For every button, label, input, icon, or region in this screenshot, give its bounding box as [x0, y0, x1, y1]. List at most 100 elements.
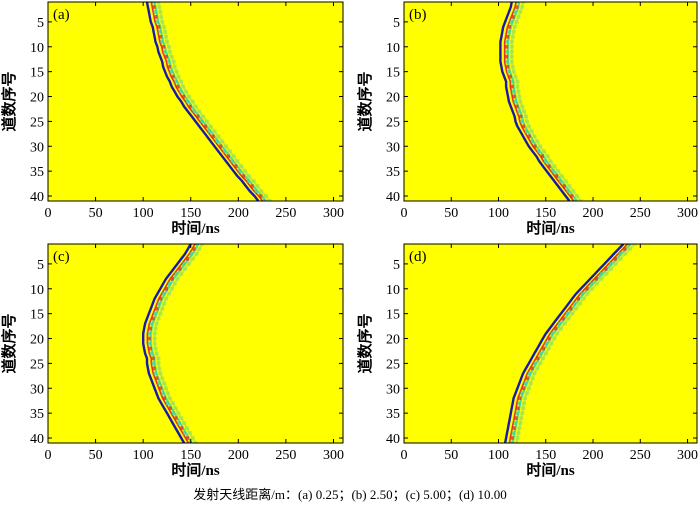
trace-sample — [151, 361, 155, 366]
x-tick-label: 100 — [488, 206, 509, 221]
trace-sample — [516, 2, 520, 4]
y-tick-label: 5 — [393, 258, 400, 273]
y-tick-label: 20 — [30, 91, 44, 106]
trace-sample — [559, 179, 562, 183]
trace-sample — [164, 296, 169, 301]
trace-sample — [182, 421, 187, 425]
trace-sample — [156, 2, 161, 4]
plot-frame — [47, 1, 344, 202]
trace-sample — [158, 30, 162, 34]
panel-c: 0 50 100 150 200 250 300 5 10 15 20 25 30 35 40 时间/ns 道数… — [0, 243, 344, 479]
trace-sample — [259, 194, 263, 198]
y-tick-label: 40 — [386, 432, 400, 447]
trace-sample — [547, 336, 551, 341]
trace-sample — [628, 244, 631, 246]
trace-sample — [205, 119, 209, 124]
x-tick-label: 100 — [133, 448, 154, 463]
trace-sample — [171, 411, 175, 415]
trace-sample — [162, 381, 167, 386]
trace-sample — [227, 149, 232, 153]
trace-sample — [613, 257, 617, 261]
trace-sample — [151, 316, 155, 321]
trace-sample — [524, 381, 527, 386]
trace-sample — [186, 436, 189, 440]
trace-sample — [577, 296, 580, 301]
trace-sample — [160, 40, 164, 44]
trace-sample — [246, 179, 250, 183]
trace-sample — [599, 272, 603, 276]
trace-sample — [165, 287, 168, 291]
trace-sample — [609, 267, 614, 271]
trace-sample — [172, 64, 177, 69]
trace-sample — [173, 406, 178, 410]
trace-sample — [505, 54, 509, 59]
trace-sample — [171, 74, 175, 79]
trace-sample — [264, 194, 268, 198]
trace-sample — [263, 199, 267, 201]
trace-sample — [159, 386, 163, 391]
trace-sample — [186, 94, 191, 99]
panel-a: 0 50 100 150 200 250 300 5 10 15 20 25 30 35 40 时间/ns 道数… — [0, 1, 344, 237]
trace-sample — [555, 331, 560, 336]
trace-sample — [147, 336, 151, 341]
trace-sample — [207, 129, 211, 134]
x-tick-label: 0 — [45, 206, 52, 221]
trace-sample — [147, 341, 151, 346]
trace-sample — [255, 184, 260, 188]
trace-sample — [565, 311, 569, 316]
trace-sample — [204, 124, 208, 129]
trace-sample — [513, 99, 517, 104]
trace-sample — [234, 164, 238, 168]
trace-sample — [155, 20, 159, 24]
trace-sample — [508, 74, 512, 79]
trace-sample — [521, 2, 526, 4]
y-tick-label: 5 — [37, 16, 44, 31]
trace-sample — [259, 189, 264, 193]
trace-sample — [530, 366, 534, 371]
trace-sample — [618, 252, 622, 256]
trace-sample — [157, 366, 162, 371]
plot-background — [48, 244, 343, 443]
trace-sample — [152, 366, 156, 371]
trace-sample — [529, 129, 534, 134]
y-tick-label: 40 — [30, 190, 44, 205]
trace-sample — [193, 441, 198, 443]
y-tick-label: 10 — [386, 41, 400, 56]
trace-sample — [154, 351, 159, 356]
trace-sample — [575, 194, 580, 198]
x-tick-label: 250 — [630, 448, 651, 463]
trace-sample — [550, 331, 554, 336]
y-tick-label: 30 — [30, 140, 44, 155]
trace-sample — [517, 109, 521, 114]
trace-sample — [520, 411, 525, 415]
trace-sample — [166, 391, 170, 395]
trace-sample — [215, 139, 219, 144]
trace-sample — [201, 114, 206, 119]
trace-sample — [513, 421, 517, 425]
trace-sample — [545, 154, 550, 158]
trace-sample — [567, 184, 572, 188]
trace-sample — [519, 114, 523, 119]
trace-sample — [152, 331, 157, 336]
trace-sample — [211, 134, 215, 139]
trace-sample — [559, 326, 563, 331]
trace-sample — [169, 69, 173, 74]
trace-sample — [563, 179, 568, 183]
trace-sample — [216, 134, 221, 139]
trace-sample — [518, 421, 523, 425]
trace-sample — [153, 326, 158, 331]
y-tick-label: 30 — [30, 382, 44, 397]
trace-sample — [506, 64, 510, 69]
trace-sample — [153, 371, 157, 376]
trace-sample — [149, 351, 153, 356]
trace-sample — [539, 351, 543, 356]
trace-sample — [528, 381, 533, 386]
trace-sample — [526, 124, 531, 129]
trace-sample — [516, 89, 521, 94]
y-tick-label: 25 — [386, 115, 400, 130]
trace-sample — [547, 164, 551, 168]
trace-sample — [533, 361, 537, 366]
x-tick-label: 50 — [444, 448, 458, 463]
trace-sample — [179, 79, 184, 84]
trace-sample — [514, 441, 519, 443]
